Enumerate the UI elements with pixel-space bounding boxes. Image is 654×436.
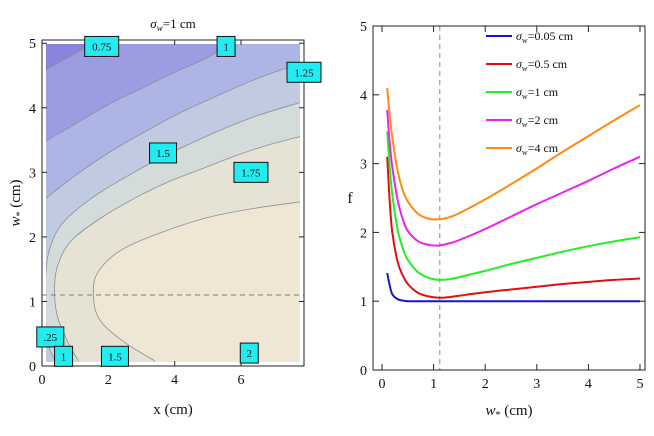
contour-label: 0.75 [84,35,120,57]
contour-label-text: 1 [223,41,229,53]
contour-label-text: 0.75 [92,41,112,53]
left-y-tick-label: 3 [29,166,36,181]
contour-line-2 [92,201,300,362]
series-line [386,87,641,221]
line-plot-panel: 0 1 2 3 4 5 0 1 2 3 4 5 σw=0.05 cm σw=0.5 cm σw=1 cm… [347,20,646,421]
left-y-tick-label: 0 [29,360,36,375]
contour-label-box [54,345,74,367]
right-y-tick-label: 5 [360,20,367,35]
contour-region-2 [93,201,300,362]
legend-item: σw=2 cm [486,113,559,129]
left-x-axis-label: x (cm) [153,402,193,418]
left-x-tick-label: 0 [39,373,46,388]
legend-label: σw=0.05 cm [516,29,574,45]
left-x-tick-label: 4 [171,373,178,388]
contour-label-box [36,326,65,348]
series-line [386,156,641,299]
left-y-tick-label: 2 [29,231,36,246]
left-y-tick-label: 4 [29,102,36,117]
contour-label: 1 [54,345,74,367]
contour-label-box [216,35,236,57]
series-line [386,109,641,247]
contour-label: 1.5 [100,345,129,367]
left-y-axis-label: w* (cm) [8,179,26,226]
contour-label-text: 1.5 [156,148,170,160]
contour-line-1.5 [46,102,300,361]
left-y-tick-label: 5 [29,37,36,52]
right-y-tick-label: 4 [360,89,367,104]
right-x-axis-label: w* (cm) [485,403,532,421]
left-axes-frame [41,39,305,367]
right-y-axis-label: f [347,190,353,207]
contour-label-box [233,161,269,183]
contour-label-text: 2 [247,348,253,360]
right-x-ticks: 0 1 2 3 4 5 [379,26,644,392]
right-axes-frame [372,25,646,371]
right-x-tick-label: 2 [482,377,489,392]
right-y-tick-label: 3 [360,158,367,173]
legend: σw=0.05 cm σw=0.5 cm σw=1 cm σw=2 cm σw=4 cm [486,29,574,157]
series-lines [386,87,641,303]
contour-line-1.25 [46,63,300,199]
contour-plot-panel: 0 2 4 6 0 1 2 3 4 5 0.75 1 1.25 1.5 1.75 .25 1 1.5 2 σw=… [8,16,322,418]
series-line [386,272,640,303]
right-x-tick-label: 1 [430,377,437,392]
contour-label-box [149,142,178,164]
contour-label-text: .25 [43,332,57,344]
legend-label: σw=1 cm [516,85,559,101]
right-y-tick-label: 2 [360,226,367,241]
legend-item: σw=0.05 cm [486,29,574,45]
left-y-tick-label: 1 [29,295,36,310]
contour-line-1.75 [54,136,300,362]
left-y-ticks: 0 1 2 3 4 5 [29,37,304,375]
contour-regions [46,44,300,362]
legend-label: σw=4 cm [516,141,559,157]
right-x-tick-label: 5 [637,377,644,392]
right-x-tick-label: 4 [585,377,592,392]
contour-label-box [239,342,259,364]
contour-label-text: 1.75 [241,167,261,179]
left-plot-title: σw=1 cm [150,16,195,33]
legend-item: σw=1 cm [486,85,559,101]
legend-item: σw=0.5 cm [486,57,568,73]
legend-label: σw=2 cm [516,113,559,129]
contour-label-text: 1.5 [108,351,122,363]
contour-label: 1.75 [233,161,269,183]
contour-label: 1.25 [286,61,322,83]
left-x-tick-label: 6 [237,373,244,388]
contour-label-text: 1.25 [294,67,314,79]
contour-lines [46,44,300,362]
legend-item: σw=4 cm [486,141,559,157]
series-line [386,131,641,281]
contour-label-box [286,61,322,83]
left-x-tick-label: 2 [105,373,112,388]
right-y-ticks: 0 1 2 3 4 5 [360,20,645,379]
contour-label: 1.5 [149,142,178,164]
right-y-tick-label: 0 [360,364,367,379]
right-y-tick-label: 1 [360,295,367,310]
contour-line-1 [46,44,228,142]
contour-label: 1 [216,35,236,57]
right-x-tick-label: 3 [533,377,540,392]
contour-labels: 0.75 1 1.25 1.5 1.75 .25 1 1.5 2 [36,35,322,367]
contour-label: 2 [239,342,259,364]
contour-label-box [84,35,120,57]
contour-label-text: 1 [61,351,67,363]
contour-label-box [100,345,129,367]
legend-label: σw=0.5 cm [516,57,568,73]
right-x-tick-label: 0 [379,377,386,392]
contour-label: .25 [36,326,65,348]
